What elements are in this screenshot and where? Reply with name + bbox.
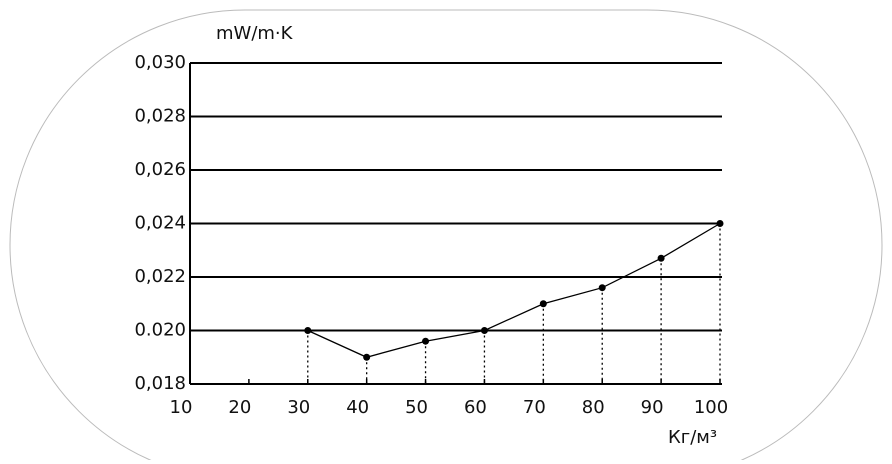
x-axis-label: Кг/м³ (668, 427, 717, 448)
data-point (422, 337, 430, 345)
data-point (657, 254, 665, 262)
data-point (480, 327, 488, 334)
y-tick-label: 0,018 (134, 373, 186, 394)
y-tick-label: 0.020 (134, 320, 186, 341)
x-tick-label: 20 (228, 397, 251, 418)
data-point (598, 284, 606, 292)
x-tick-label: 100 (694, 397, 728, 418)
x-tick-label: 90 (641, 397, 664, 418)
x-tick-label: 60 (464, 397, 487, 418)
x-tick-label: 70 (523, 397, 546, 418)
data-line (307, 222, 721, 358)
frame (9, 9, 883, 464)
data-point (304, 327, 312, 334)
data-point (363, 353, 371, 361)
y-axis-label: mW/m·K (216, 23, 294, 44)
x-tick-label: 30 (287, 397, 310, 418)
x-tick-label: 10 (170, 397, 193, 418)
y-tick-label: 0,026 (134, 159, 186, 180)
data-point (539, 300, 547, 308)
y-tick-label: 0,022 (134, 266, 186, 287)
y-tick-label: 0,030 (134, 52, 186, 73)
x-tick-label: 80 (582, 397, 605, 418)
y-tick-label: 0,028 (134, 106, 186, 127)
x-tick-label: 50 (405, 397, 428, 418)
y-tick-label: 0,024 (134, 213, 186, 234)
x-tick-label: 40 (346, 397, 369, 418)
data-point (716, 220, 724, 227)
